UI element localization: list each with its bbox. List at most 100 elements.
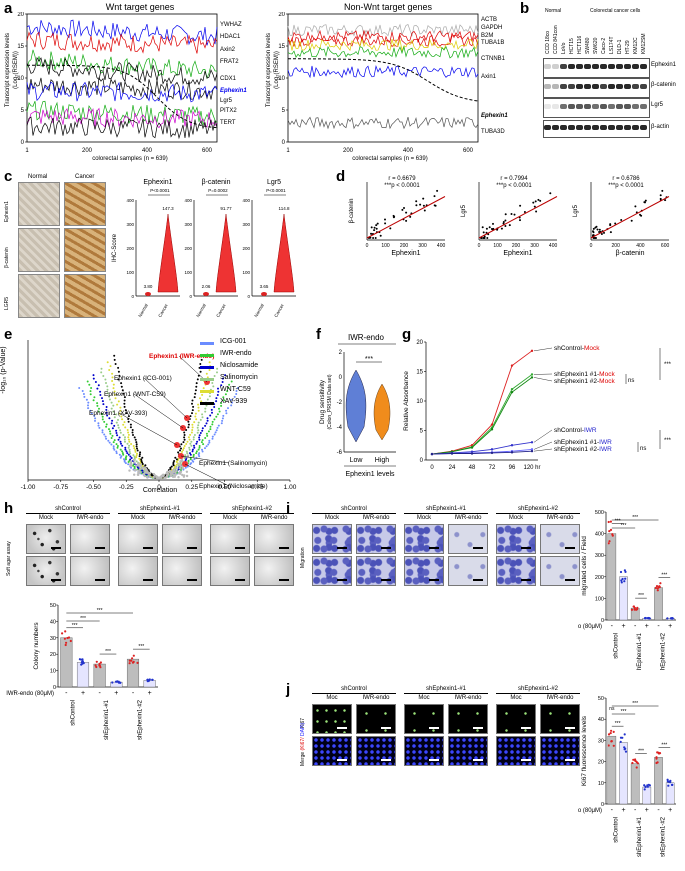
j-chart-dot-5 [666,778,669,781]
d-point [370,226,373,229]
j-scalebar [337,759,347,761]
c-cancer-violin-0 [157,213,179,293]
d-point [485,227,488,230]
e-pt-Niclosamide [141,469,144,472]
e-pt-WNT-C59 [197,403,200,406]
wnt-line-ephexin1 [26,81,218,103]
b-lane-1: CCD 841con [553,25,559,54]
e-pt-XAV-939 [114,363,117,365]
j-chart-ytick-3: 30 [598,738,604,744]
e-pt-XAV-939 [187,423,190,426]
e-pt-XAV-939 [135,443,138,446]
d-xtick-0-3: 300 [418,243,427,249]
e-pt-Salinomycin [106,388,109,391]
e-pt-XAV-939 [123,396,126,399]
e-pt-Niclosamide [201,429,204,432]
d-xtick-2-2: 400 [636,243,645,249]
h-chart-sign-0: - [65,690,68,697]
e-pt-XAV-939 [169,466,172,469]
d-point [482,231,485,234]
e-pt-XAV-939 [189,415,192,418]
d-point [422,197,425,200]
d-ylabel-1: Lgr5 [461,204,467,217]
h-cond-1-1: IWR-endo [168,515,196,521]
e-pt-ICG-001 [113,448,116,451]
e-pt-Salinomycin [208,395,211,398]
e-pt-ICG-001 [82,393,85,395]
e-pt-IWR-endo [110,437,113,439]
d-point [504,225,507,227]
e-pt-IWR-endo [100,413,103,416]
g-line-1 [431,374,533,455]
h-chart-ytick-1: 10 [50,669,56,675]
e-legend-label-2: Niclosamide [220,362,259,369]
e-pt-WNT-C59 [195,418,198,421]
e-pt-WNT-C59 [189,433,192,436]
e-pt-ICG-001 [101,431,104,434]
e-pt-XAV-939 [195,385,198,388]
e-pt-Niclosamide [120,442,122,445]
j-chart-dot-5 [666,780,669,783]
e-pt-IWR-endo [198,445,201,447]
i-chart-bar-1 [619,576,628,621]
d-fit-2 [590,196,670,239]
wnt-ephexin1-trend [27,64,218,129]
i-scalebar [473,579,483,581]
e-pt-WNT-C59 [197,409,200,412]
nonwnt-line-actb [287,23,479,37]
ihc-row-ephexin1: Ephexin1 [4,201,10,222]
e-pt-Niclosamide [210,408,213,411]
d-point [535,210,538,213]
i-chart-ytick-3: 300 [595,553,604,559]
e-pt-XAV-939 [123,399,126,402]
e-pt-ICG-001 [104,435,107,438]
e-pt-IWR-endo [218,410,221,413]
h-chart-ylabel: Colony numbers [33,622,40,670]
i-chart-dot-2 [632,605,635,608]
h-chart-bar-4 [126,658,140,688]
c-normal-val-1: 2.06 [202,284,211,289]
i-chart-dot-0 [607,520,610,524]
e-pt-Salinomycin [184,454,187,457]
e-pt-Salinomycin [100,371,103,374]
e-pt-ICG-001 [112,447,115,450]
b-band-2-1 [552,104,559,109]
e-pt-Salinomycin [216,367,219,370]
e-pt-WNT-C59 [197,406,200,409]
d-point [488,226,491,229]
h-cond-0-1: IWR-endo [76,515,104,521]
h-cond-2-1: IWR-endo [260,515,288,521]
e-pt-XAV-939 [123,405,126,408]
b-band-3-4 [576,125,583,130]
e-pt-Salinomycin [199,418,202,421]
e-legend-swatch-1 [200,354,214,357]
e-pt-IWR-endo [89,390,92,393]
j-chart-ytick-2: 20 [598,760,604,766]
f-title: IWR-endo [348,333,385,342]
e-xtick-8: 1.00 [284,484,297,491]
panel-b-lane-labels: CCD 18co CCD 841con LoVo HCT15 HCT116 SW480 SW… [545,16,650,56]
e-pt-grey [175,466,178,470]
j-chart-lbrsig-0: *** [621,709,627,715]
b-lane-3: HCT15 [569,38,575,54]
g-pt-5-1 [450,452,454,455]
e-pt-grey [156,476,159,480]
j-scalebar [381,759,391,761]
d-xtick-1-3: 300 [530,243,539,249]
e-pt-IWR-endo [180,469,182,471]
j-cond-0-1: IWR-endo [362,695,390,701]
e-pt-Salinomycin [185,450,188,453]
g-pt-5-5 [530,449,534,453]
e-pt-WNT-C59 [193,421,196,424]
j-chart-bar-2 [630,763,640,805]
e-pt-IWR-endo [89,393,92,396]
e-pt-ICG-001 [89,409,92,412]
e-pt-WNT-C59 [202,387,205,390]
g-pt-5-4 [510,451,514,454]
e-pt-IWR-endo [125,458,127,461]
e-pt-ICG-001 [107,439,110,442]
d-r-2: r = 0.6786 [612,176,640,182]
panel-e-legend: ICG-001 IWR-endo Niclosamide Salinomycin WNT… [200,338,300,418]
b-lane-7: Caco-2 [601,37,607,54]
